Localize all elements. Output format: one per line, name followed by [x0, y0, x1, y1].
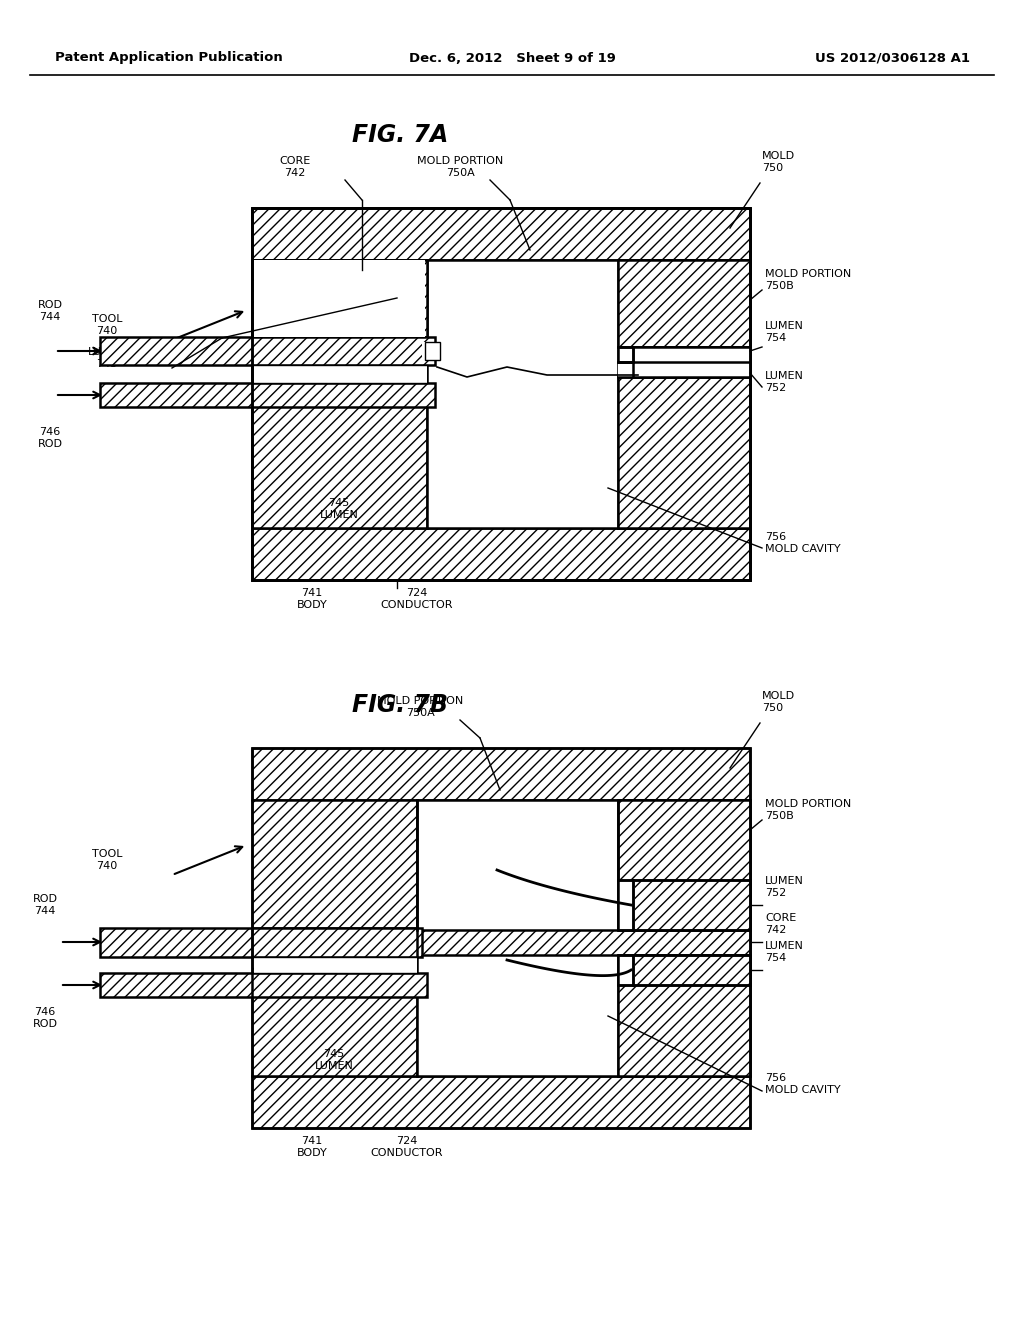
Bar [100, 337, 435, 366]
Bar [252, 928, 417, 957]
Bar [618, 347, 750, 378]
Bar [618, 954, 635, 985]
Text: FIG. 7B: FIG. 7B [352, 693, 449, 717]
Text: CORE
742: CORE 742 [280, 156, 310, 178]
Bar [252, 209, 750, 579]
Bar [252, 209, 750, 260]
Bar [254, 928, 417, 957]
Text: LUMEN
754: LUMEN 754 [765, 941, 804, 962]
Text: LUMEN
752: LUMEN 752 [765, 371, 804, 393]
Text: MOLD PORTION
750A: MOLD PORTION 750A [417, 156, 503, 178]
Text: 724
CONDUCTOR: 724 CONDUCTOR [371, 1137, 443, 1158]
Text: MOLD
750: MOLD 750 [762, 152, 795, 173]
Text: ROD
744: ROD 744 [33, 895, 57, 916]
Bar [252, 209, 750, 579]
Bar [618, 800, 750, 931]
Bar [254, 260, 425, 337]
Bar [425, 342, 440, 360]
Text: MOLD PORTION
750A: MOLD PORTION 750A [377, 697, 463, 718]
Bar [633, 954, 750, 985]
Bar [419, 803, 616, 931]
Text: TOOL
740: TOOL 740 [92, 314, 122, 335]
Text: 741
BODY: 741 BODY [297, 587, 328, 610]
Text: LUMEN
754: LUMEN 754 [765, 321, 804, 343]
Text: 746
ROD: 746 ROD [38, 426, 62, 449]
Bar [252, 800, 417, 1076]
Bar [618, 800, 750, 1076]
Text: 741
BODY: 741 BODY [297, 1137, 328, 1158]
Bar [252, 748, 750, 800]
Bar [252, 748, 750, 1129]
Text: 756
MOLD CAVITY: 756 MOLD CAVITY [765, 532, 841, 554]
Text: LUMEN
752: LUMEN 752 [765, 876, 804, 898]
Text: TOOL
740: TOOL 740 [92, 849, 122, 871]
Bar [618, 954, 633, 985]
Bar [422, 342, 442, 360]
Text: MOLD PORTION
750B: MOLD PORTION 750B [765, 799, 851, 821]
Bar [254, 366, 427, 383]
Bar [618, 260, 750, 528]
Text: FIG. 7A: FIG. 7A [352, 123, 449, 147]
Bar [618, 954, 750, 1076]
Bar [618, 880, 633, 931]
Text: 724
CONDUCTOR: 724 CONDUCTOR [381, 587, 454, 610]
Bar [252, 528, 750, 579]
Text: Dec. 6, 2012   Sheet 9 of 19: Dec. 6, 2012 Sheet 9 of 19 [409, 51, 615, 65]
Bar [252, 260, 427, 528]
Bar [427, 260, 618, 528]
Text: Patent Application Publication: Patent Application Publication [55, 51, 283, 65]
Text: LUMEN
743: LUMEN 743 [88, 347, 126, 368]
Text: 745
LUMEN: 745 LUMEN [319, 499, 358, 520]
Bar [252, 1076, 750, 1129]
Bar [618, 880, 635, 931]
Text: MOLD PORTION
750B: MOLD PORTION 750B [765, 269, 851, 290]
Bar [100, 928, 422, 957]
Bar [100, 383, 435, 407]
Bar [254, 957, 417, 973]
Bar [252, 260, 427, 337]
Bar [100, 973, 427, 997]
Text: 746
ROD: 746 ROD [33, 1007, 57, 1028]
Text: US 2012/0306128 A1: US 2012/0306128 A1 [815, 51, 970, 65]
Bar [618, 378, 750, 528]
Bar [417, 931, 750, 954]
Bar [252, 209, 750, 579]
Text: 756
MOLD CAVITY: 756 MOLD CAVITY [765, 1073, 841, 1094]
Bar [417, 800, 618, 1076]
Text: MOLD
750: MOLD 750 [762, 692, 795, 713]
Text: ROD
744: ROD 744 [38, 301, 62, 322]
Text: CORE
742: CORE 742 [765, 913, 797, 935]
Bar [618, 260, 750, 347]
Bar [618, 347, 633, 362]
Text: 745
LUMEN: 745 LUMEN [314, 1049, 353, 1071]
Bar [633, 880, 750, 931]
Bar [633, 347, 750, 378]
